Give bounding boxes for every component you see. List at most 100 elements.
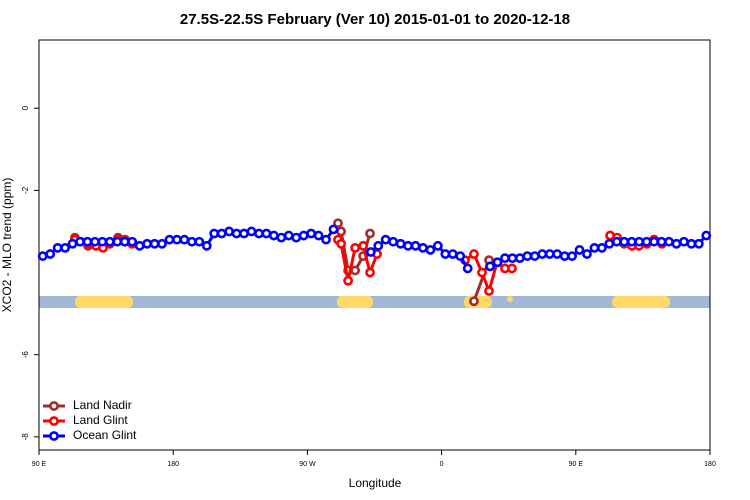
data-point	[276, 232, 287, 243]
data-point	[336, 238, 346, 249]
data-point	[485, 261, 495, 272]
x-tick-label: 180	[167, 461, 179, 468]
data-point	[671, 238, 682, 249]
data-point	[492, 257, 503, 268]
data-point	[104, 236, 115, 247]
data-point	[693, 238, 704, 249]
x-tick-label: 0	[440, 461, 444, 468]
data-point	[164, 234, 175, 245]
data-point	[574, 245, 585, 255]
data-point	[507, 263, 517, 274]
data-point	[246, 226, 257, 237]
data-point	[343, 275, 354, 286]
data-point	[410, 240, 421, 251]
data-point	[365, 247, 376, 257]
data-point	[45, 249, 56, 259]
land-band	[337, 296, 373, 308]
land-band	[612, 296, 670, 308]
ocean-band	[39, 296, 710, 308]
y-tick-label: -6	[21, 351, 30, 359]
data-point	[559, 251, 570, 261]
data-point	[306, 228, 317, 239]
y-tick-label: -8	[21, 433, 30, 441]
data-point	[664, 236, 674, 247]
data-point	[552, 249, 563, 259]
data-point	[484, 286, 494, 296]
data-point	[172, 234, 182, 245]
data-point	[231, 228, 242, 239]
data-point	[350, 265, 361, 276]
x-tick-label: 90 E	[569, 461, 584, 468]
data-point	[500, 253, 510, 264]
data-point	[544, 249, 555, 259]
legend-marker	[49, 431, 59, 441]
data-point	[112, 236, 123, 247]
data-point	[209, 228, 220, 239]
data-point	[447, 249, 458, 259]
data-point	[634, 236, 645, 247]
data-point	[67, 238, 78, 249]
data-point	[52, 242, 63, 253]
land-band	[75, 296, 133, 308]
data-point	[462, 263, 473, 274]
data-point	[313, 230, 324, 241]
data-point	[336, 226, 346, 237]
data-point	[469, 296, 479, 307]
data-point	[649, 236, 659, 247]
y-tick-label: 0	[21, 105, 30, 110]
data-point	[134, 240, 145, 251]
data-point	[537, 249, 548, 259]
data-point	[425, 245, 436, 255]
x-tick-label: 90 E	[32, 461, 47, 468]
x-axis-label: Longitude	[349, 476, 402, 490]
data-point	[239, 228, 249, 239]
legend-label: Land Nadir	[73, 398, 132, 412]
data-point	[82, 236, 93, 247]
data-point	[440, 249, 451, 259]
land-band	[507, 296, 513, 302]
data-point	[626, 236, 637, 247]
data-point	[507, 253, 518, 264]
legend-marker	[49, 416, 59, 426]
data-point	[328, 224, 339, 235]
data-point	[611, 236, 622, 247]
data-point	[224, 226, 235, 237]
data-point	[127, 236, 138, 247]
data-point	[186, 236, 197, 247]
data-point	[75, 236, 85, 247]
data-point	[179, 234, 190, 245]
data-point	[701, 230, 712, 241]
y-tick-label: -2	[21, 186, 30, 194]
data-point	[283, 230, 294, 241]
data-point	[395, 238, 406, 249]
chart-title: 27.5S-22.5S February (Ver 10) 2015-01-01…	[180, 11, 570, 28]
plot-frame	[38, 39, 711, 451]
data-point	[142, 238, 153, 249]
data-point	[403, 240, 413, 251]
data-point	[201, 240, 212, 251]
data-point	[529, 251, 540, 261]
data-point	[604, 238, 615, 249]
data-point	[157, 238, 167, 249]
data-point	[268, 230, 279, 241]
data-point	[619, 236, 630, 247]
data-point	[455, 251, 466, 261]
data-point	[477, 267, 487, 278]
data-point	[90, 236, 100, 247]
data-point	[321, 234, 331, 245]
data-point	[656, 236, 667, 247]
data-point	[97, 236, 108, 247]
data-point	[365, 267, 375, 278]
data-point	[388, 236, 399, 247]
data-point	[333, 218, 343, 229]
y-axis-label: XCO2 - MLO trend (ppm)	[0, 178, 14, 313]
data-point	[686, 238, 697, 249]
data-point	[469, 249, 479, 259]
data-point	[596, 242, 607, 253]
data-point	[216, 228, 227, 239]
data-point	[373, 240, 384, 251]
data-point	[149, 238, 160, 249]
legend-marker	[49, 401, 59, 411]
data-point	[582, 249, 592, 259]
data-point	[365, 228, 375, 239]
